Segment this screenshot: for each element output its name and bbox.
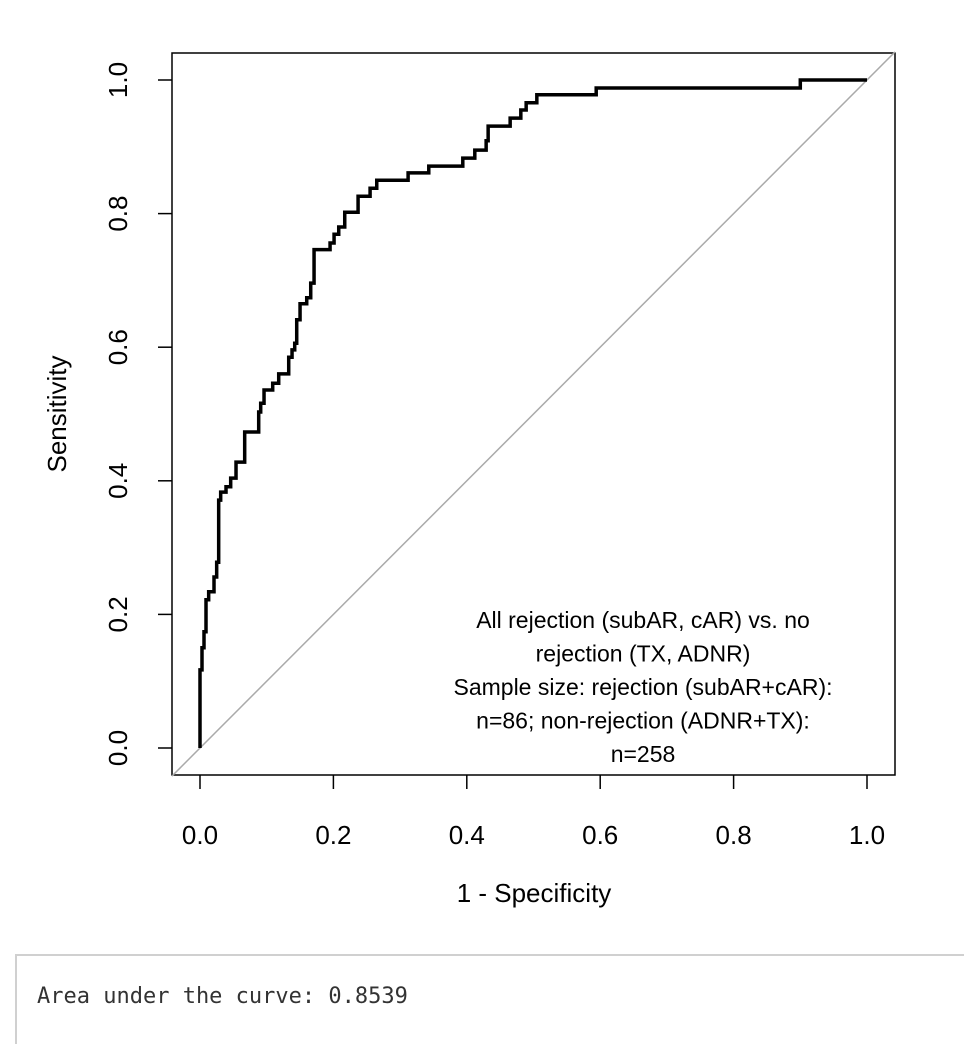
annotation-line: All rejection (subAR, cAR) vs. no (476, 607, 810, 633)
y-tick-label: 0.4 (103, 463, 133, 499)
annotation-line: n=86; non-rejection (ADNR+TX): (476, 708, 810, 734)
x-tick-label: 0.0 (182, 820, 218, 850)
x-tick-label: 0.8 (716, 820, 752, 850)
y-axis-label: Sensitivity (42, 355, 72, 472)
x-tick-label: 1.0 (849, 820, 885, 850)
x-axis-label: 1 - Specificity (457, 878, 612, 908)
y-tick-label: 0.2 (103, 596, 133, 632)
annotation-line: n=258 (611, 741, 676, 767)
auc-output: Area under the curve: 0.8539 (37, 984, 408, 1009)
y-axis: 0.0 0.2 0.4 0.6 0.8 1.0 (103, 62, 172, 766)
x-tick-label: 0.6 (582, 820, 618, 850)
annotation-line: Sample size: rejection (subAR+cAR): (453, 674, 832, 700)
roc-curve (198, 78, 867, 748)
y-tick-label: 0.0 (103, 730, 133, 766)
y-tick-label: 0.6 (103, 329, 133, 365)
plot-frame (171, 52, 896, 776)
annotation: All rejection (subAR, cAR) vs. no rejecti… (453, 607, 832, 767)
annotation-line: rejection (TX, ADNR) (536, 641, 751, 667)
output-box: Area under the curve: 0.8539 (15, 954, 964, 1044)
roc-chart: 0.0 0.2 0.4 0.6 0.8 1.0 0.0 0.2 0.4 0.6 0.8 1.0 1 … (42, 51, 896, 908)
x-tick-label: 0.4 (449, 820, 485, 850)
x-axis: 0.0 0.2 0.4 0.6 0.8 1.0 (182, 775, 885, 850)
reference-diagonal (171, 51, 896, 777)
y-tick-label: 0.8 (103, 196, 133, 232)
y-tick-label: 1.0 (103, 62, 133, 98)
x-tick-label: 0.2 (315, 820, 351, 850)
